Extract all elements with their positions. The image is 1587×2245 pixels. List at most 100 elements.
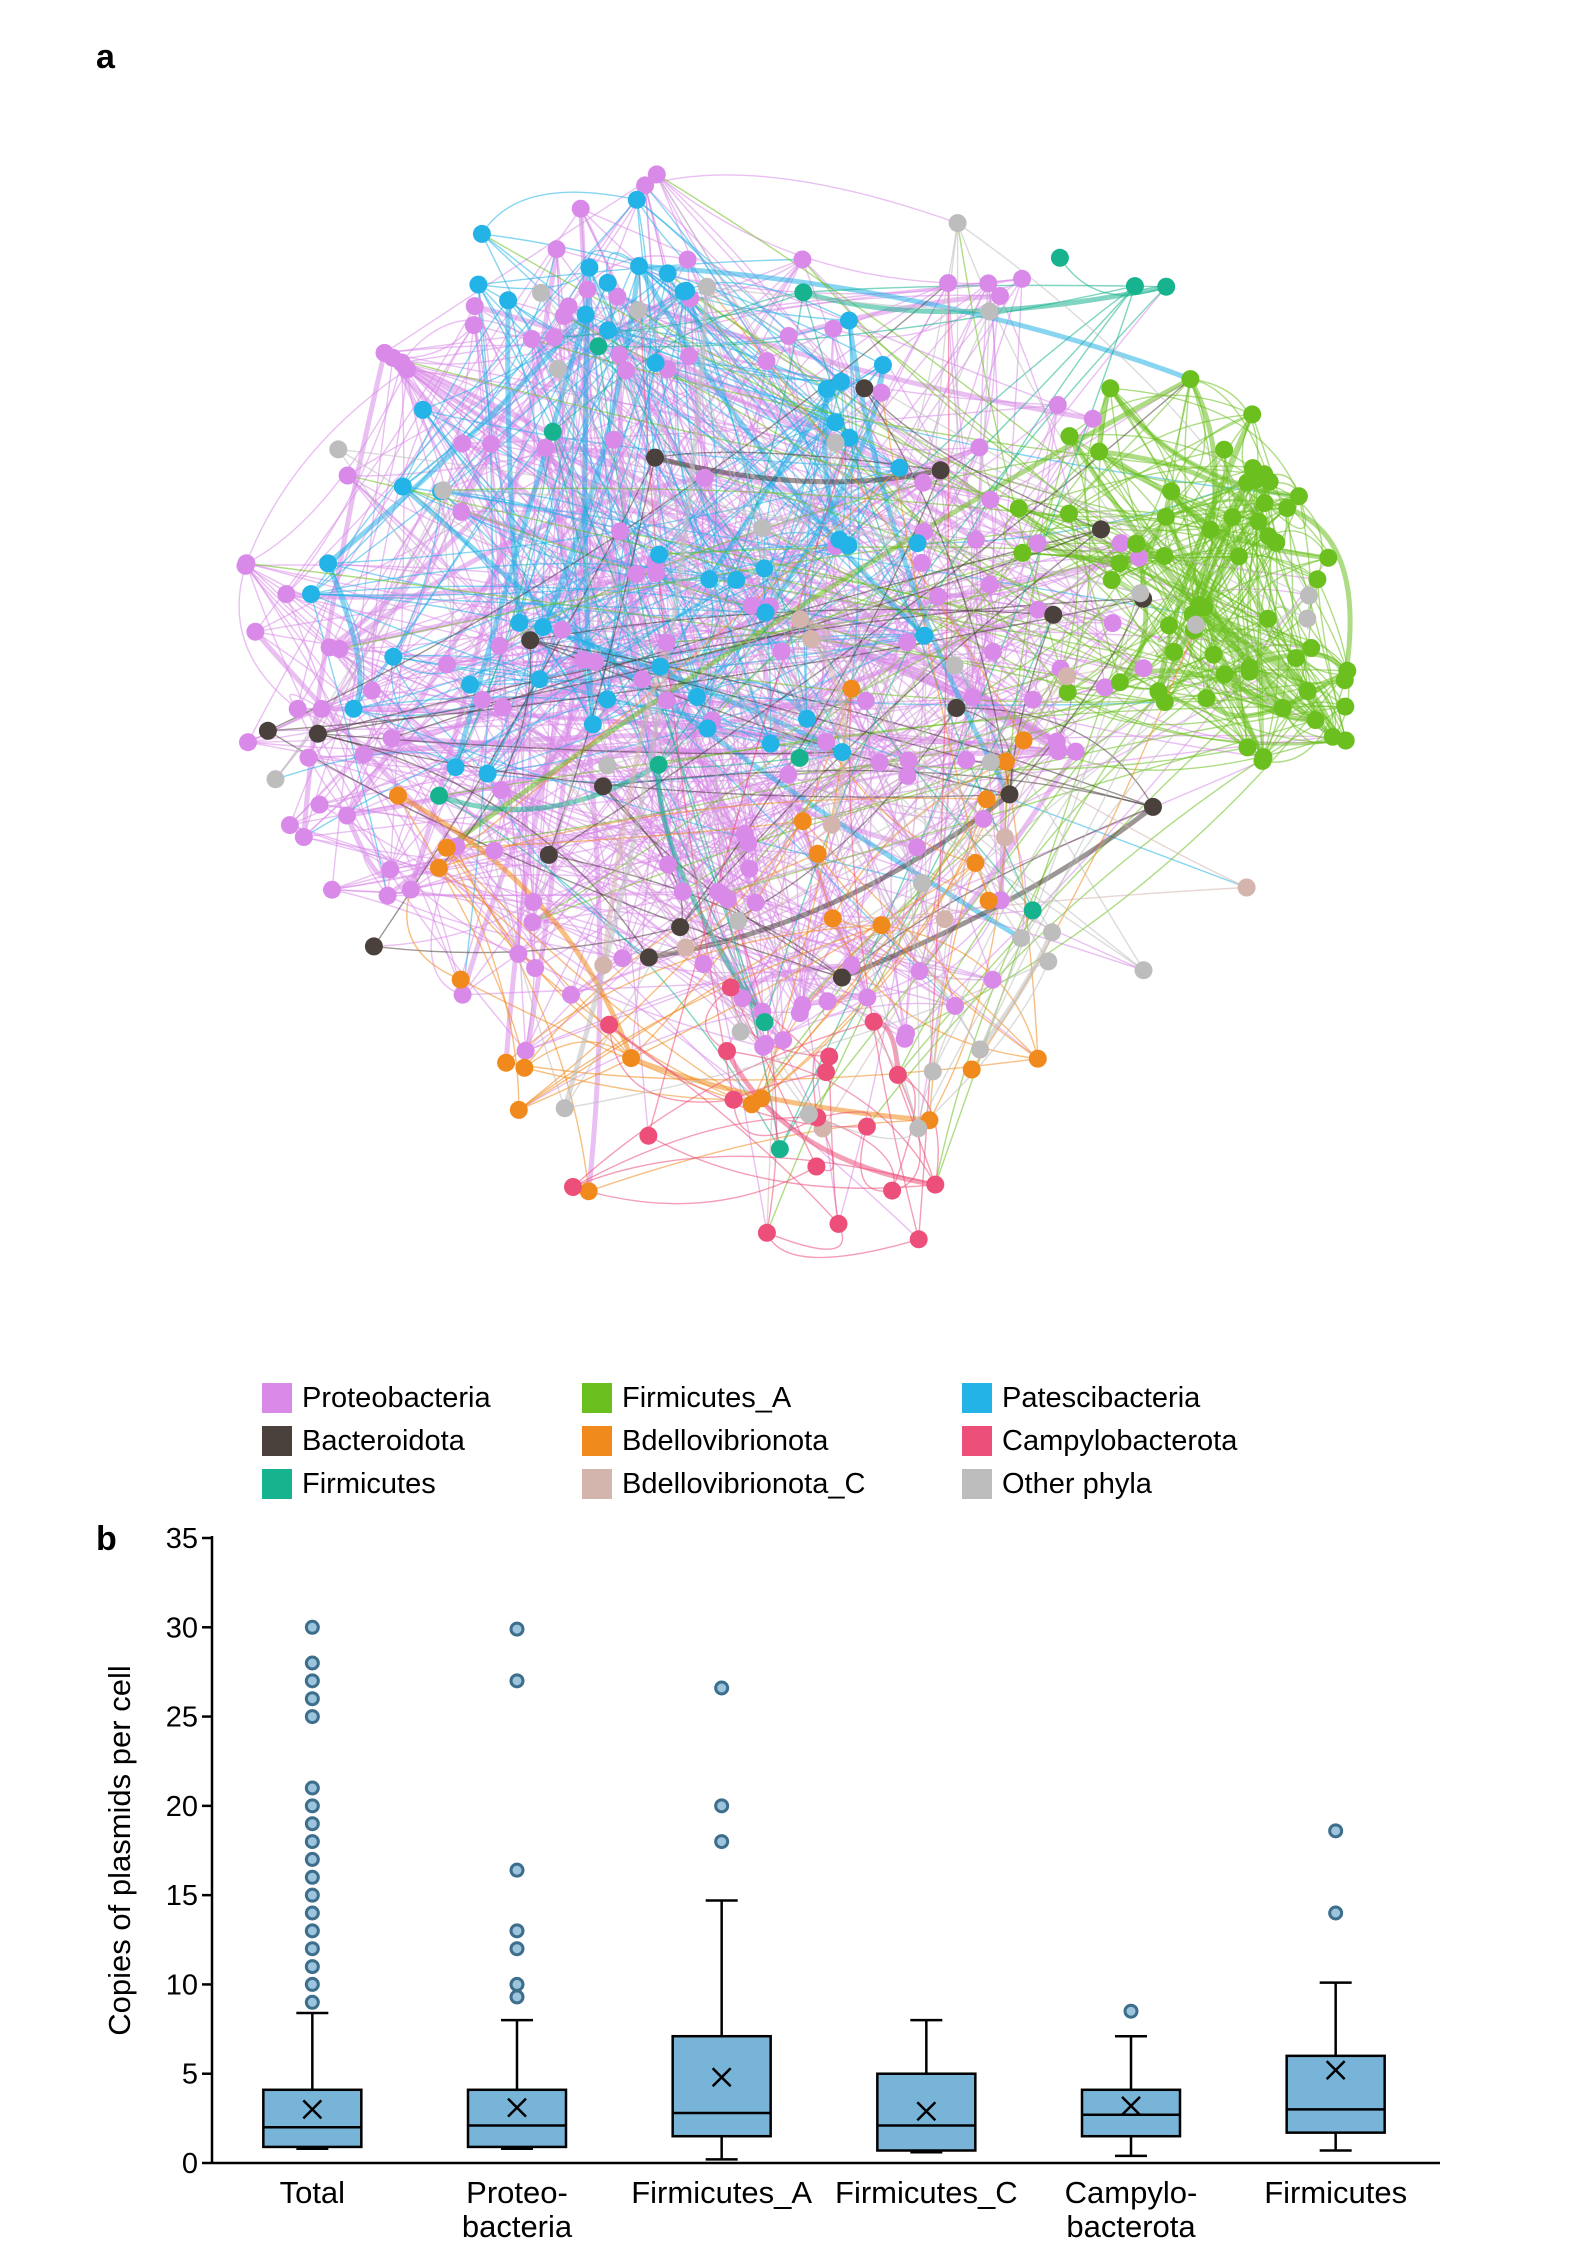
outlier-point <box>304 1976 320 1992</box>
legend-label: Bdellovibrionota_C <box>622 1467 866 1500</box>
network-node <box>870 753 889 772</box>
network-node <box>344 699 363 718</box>
network-node <box>983 642 1002 661</box>
network-node <box>1144 797 1162 816</box>
network-node <box>646 354 665 372</box>
network-node <box>438 655 456 674</box>
x-tick-label: Campylo- <box>1065 2175 1198 2210</box>
network-edge <box>979 593 1141 1050</box>
network-edge <box>518 820 804 1111</box>
network-edge <box>606 362 657 700</box>
network-edge <box>696 467 901 698</box>
network-node <box>434 481 453 500</box>
network-node <box>636 176 655 195</box>
network-node <box>899 751 918 770</box>
network-edge <box>724 1049 936 1188</box>
network-edge <box>655 362 828 390</box>
legend-item-bdellovibrionota-c: Bdellovibrionota_C <box>582 1466 865 1502</box>
network-node <box>364 937 383 956</box>
network-node <box>947 699 966 717</box>
network-edge <box>999 295 1106 688</box>
network-edge <box>347 474 1316 721</box>
network-node <box>389 786 407 805</box>
network-node <box>1258 609 1277 628</box>
outlier-point <box>1123 2003 1139 2019</box>
network-node <box>600 1015 619 1034</box>
network-node <box>579 1182 598 1201</box>
network-edge <box>353 708 922 884</box>
legend-item-other-phyla: Other phyla <box>962 1466 1152 1502</box>
network-node <box>855 379 874 398</box>
network-node <box>915 626 934 645</box>
network-edge <box>540 292 1049 962</box>
network-node <box>755 1013 774 1032</box>
network-node <box>1238 473 1257 492</box>
network-edge <box>1068 413 1253 514</box>
network-node <box>323 880 341 899</box>
network-node <box>1057 667 1076 686</box>
network-node <box>497 1053 516 1072</box>
network-edge <box>523 853 818 1069</box>
network-node <box>461 675 479 694</box>
network-node <box>1101 379 1120 398</box>
network-node <box>599 321 617 340</box>
network-edge <box>657 292 804 766</box>
network-node <box>598 756 617 775</box>
network-node <box>610 345 629 364</box>
network-edge <box>953 223 959 666</box>
network-node <box>872 383 891 402</box>
outlier-point <box>304 1959 320 1975</box>
box-2: Firmicutes_A <box>631 1680 812 2210</box>
network-node <box>753 519 772 537</box>
network-edge <box>721 893 852 966</box>
legend-label: Firmicutes_A <box>622 1381 792 1414</box>
network-edge <box>474 305 991 501</box>
network-node <box>1302 639 1321 657</box>
box-0: Total <box>262 1619 363 2210</box>
network-edge <box>530 639 1154 808</box>
network-edge <box>531 310 639 923</box>
network-edge <box>490 443 527 1051</box>
network-node <box>548 359 567 378</box>
network-node <box>583 715 602 734</box>
network-node <box>429 858 448 877</box>
network-edge <box>1286 505 1353 681</box>
network-node <box>633 670 652 689</box>
network-node <box>948 214 967 233</box>
network-edge <box>274 490 444 780</box>
network-node <box>800 1105 818 1124</box>
network-edge <box>562 286 710 1109</box>
network-edge <box>638 265 841 540</box>
network-node <box>700 570 719 589</box>
network-edge <box>461 511 637 575</box>
box-1: Proteo-bacteria <box>462 1621 573 2244</box>
mean-marker <box>302 2099 323 2120</box>
network-node <box>1238 738 1257 757</box>
network-node <box>465 297 484 316</box>
network-node <box>823 909 842 928</box>
network-node <box>752 1089 771 1108</box>
network-node <box>258 721 277 740</box>
network-node <box>912 553 931 572</box>
network-node <box>1103 614 1122 633</box>
network-node <box>688 688 706 706</box>
network-node <box>832 372 850 391</box>
network-node <box>1190 596 1209 615</box>
network-node <box>280 816 299 835</box>
network-node <box>1066 742 1085 761</box>
network-node <box>437 838 456 857</box>
network-edge <box>247 208 582 743</box>
network-edge <box>524 392 882 1052</box>
network-node <box>791 610 810 629</box>
network-node <box>246 622 265 641</box>
network-node <box>935 910 954 929</box>
network-edge <box>390 656 456 768</box>
network-node <box>375 343 394 362</box>
network-node <box>553 620 572 639</box>
network-edge <box>289 824 623 959</box>
network-edge <box>667 614 1054 866</box>
network-node <box>980 302 999 321</box>
network-node <box>1229 547 1248 566</box>
network-node <box>302 585 320 604</box>
network-node <box>545 328 564 347</box>
